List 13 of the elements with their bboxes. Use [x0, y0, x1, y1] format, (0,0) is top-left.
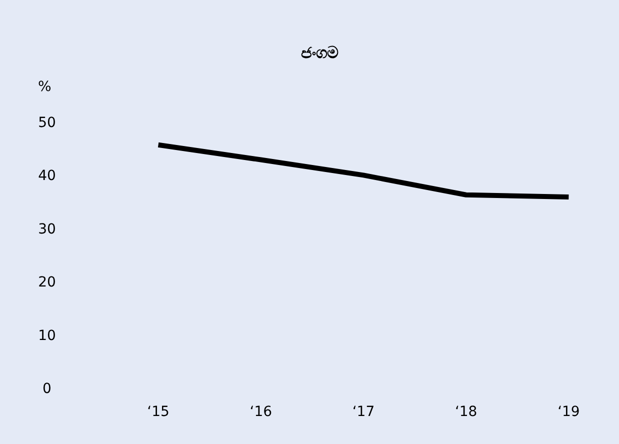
x-tick-label: ‘17 — [352, 404, 375, 420]
x-tick-label: ‘16 — [250, 404, 272, 420]
y-tick-label: 0 — [42, 381, 52, 397]
x-tick-label: ‘15 — [147, 404, 170, 420]
y-tick-label: 50 — [38, 115, 56, 131]
y-tick-label: 20 — [38, 274, 56, 291]
y-axis-title: % — [38, 79, 52, 95]
y-tick-label: 40 — [38, 168, 56, 184]
x-tick-label: ‘18 — [454, 404, 478, 420]
y-tick-label: 10 — [38, 328, 56, 344]
y-tick-label: 30 — [38, 221, 56, 238]
x-tick-label: ‘19 — [558, 404, 580, 420]
chart-title: ජංගම — [301, 43, 339, 62]
